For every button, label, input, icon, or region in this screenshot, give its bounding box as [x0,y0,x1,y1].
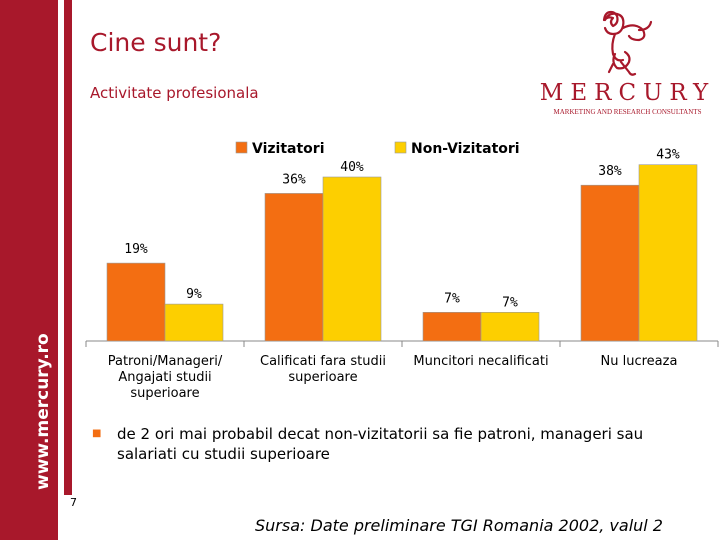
bar-non-vizitatori [638,164,698,342]
legend-label: Non-Vizitatori [411,141,520,157]
data-label: 38% [598,164,622,179]
data-label: 36% [282,172,306,187]
data-label: 43% [656,148,680,163]
slide-title: Cine sunt? [90,28,222,57]
category-label: superioare [288,370,357,385]
bar-vizitatori [264,193,324,342]
sidebar-divider [64,0,72,495]
data-label: 7% [502,295,518,310]
logo-tagline: MARKETING AND RESEARCH CONSULTANTS [553,108,702,116]
category-label: Calificati fara studii [260,354,386,369]
category-label: Angajati studii [118,370,211,385]
data-label: 7% [444,291,460,306]
bar-vizitatori [422,311,482,342]
left-sidebar [0,0,58,540]
bullet-text: de 2 ori mai probabil decat non-vizitato… [117,425,644,463]
legend-swatch [235,141,248,154]
category-label: Nu lucreaza [601,354,678,369]
bar-non-vizitatori [164,303,224,342]
page-number: 7 [70,496,77,509]
bar-vizitatori [580,184,640,342]
mercury-logo-icon [602,10,653,76]
source-note: Sursa: Date preliminare TGI Romania 2002… [255,516,663,535]
logo-wordmark: MERCURY [539,80,716,106]
category-label: superioare [130,386,199,401]
bullet-icon: ■ [92,428,102,439]
data-label: 40% [340,160,364,175]
category-label: Patroni/Manageri/ [108,354,223,369]
legend-swatch [394,141,407,154]
category-label: Muncitori necalificati [413,354,548,369]
legend-label: Vizitatori [252,141,325,157]
bar-non-vizitatori [480,311,540,342]
bar-non-vizitatori [322,176,382,342]
slide-subtitle: Activitate profesionala [90,84,259,102]
data-label: 19% [124,242,148,257]
data-label: 9% [186,287,202,302]
bar-vizitatori [106,262,166,342]
